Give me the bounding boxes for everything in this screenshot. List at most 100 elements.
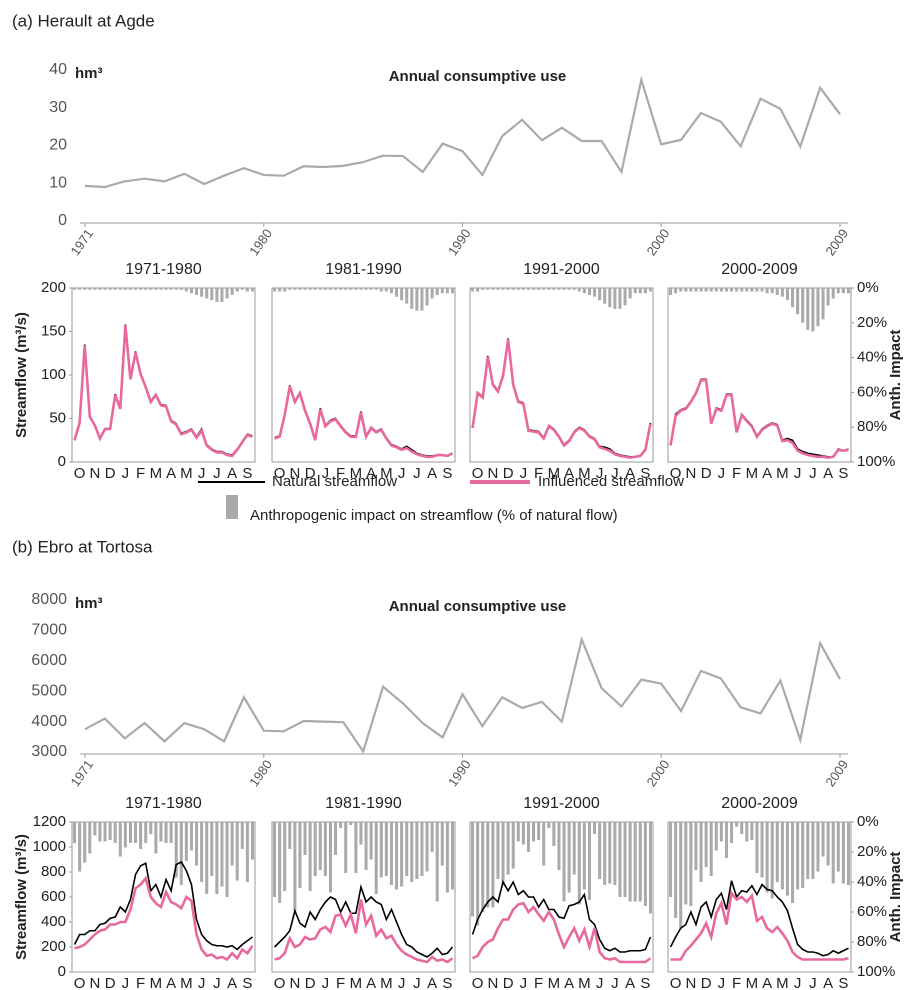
panel-frame: [469, 287, 654, 463]
impact-bar: [669, 822, 673, 897]
impact-bar: [582, 822, 586, 890]
month-label: A: [427, 975, 437, 990]
impact-bar: [735, 822, 739, 827]
annual-line: [84, 75, 841, 189]
month-label: O: [74, 465, 86, 482]
impact-bar: [245, 288, 249, 292]
y-tick-label: 30: [49, 99, 67, 116]
month-label: A: [427, 465, 437, 482]
impact-bar: [139, 822, 143, 849]
impact-bar: [323, 288, 327, 290]
month-label: M: [548, 975, 561, 990]
x-tick-label: 1971: [67, 757, 96, 789]
month-label: J: [520, 465, 528, 482]
y-tick-label: 0: [58, 212, 67, 229]
impact-bar: [486, 288, 490, 290]
impact-bar: [278, 288, 282, 292]
month-label: J: [122, 975, 130, 990]
impact-bar: [73, 288, 77, 290]
impact-bar: [648, 822, 652, 914]
impact-bar: [471, 288, 475, 292]
month-label: M: [350, 975, 363, 990]
y-tick-label: 7000: [31, 622, 67, 639]
month-label: J: [718, 465, 726, 482]
impact-bar: [633, 288, 637, 294]
month-label: S: [838, 465, 848, 482]
month-label: A: [366, 975, 376, 990]
impact-bar: [389, 288, 393, 294]
impact-bar: [73, 822, 77, 843]
x-tick-label: 1990: [445, 757, 474, 789]
y-tick-label: 8000: [31, 591, 67, 608]
impact-bar: [587, 288, 591, 295]
impact-bar: [557, 288, 561, 290]
impact-bar: [88, 822, 92, 854]
impact-bar: [628, 288, 632, 299]
y-tick-label: 200: [41, 279, 66, 296]
month-label: J: [794, 975, 802, 990]
impact-bar: [288, 288, 292, 290]
month-label: J: [413, 465, 421, 482]
impact-bar: [98, 288, 102, 290]
impact-bar: [323, 822, 327, 876]
impact-bar: [154, 822, 158, 854]
influenced-line: [670, 890, 849, 961]
impact-bar: [210, 822, 214, 876]
impact-bar: [174, 822, 178, 878]
y-tick-label: 1200: [33, 813, 66, 830]
impact-bar: [118, 822, 122, 857]
y-tick-label: 1000: [33, 838, 66, 855]
impact-bar: [235, 288, 239, 292]
x-tick-label: 1990: [445, 226, 474, 258]
impact-bar: [780, 822, 784, 890]
impact-bar: [440, 822, 444, 866]
y2-tick-label: 60%: [857, 383, 887, 400]
impact-bar: [344, 288, 348, 290]
impact-bar: [552, 288, 556, 290]
impact-bar: [501, 822, 505, 885]
impact-bar: [674, 288, 678, 294]
y2-axis-label: Anth. Impact: [887, 330, 904, 421]
impact-bar: [425, 288, 429, 306]
impact-bar: [562, 822, 566, 902]
impact-bar: [450, 288, 454, 294]
impact-bar: [730, 288, 734, 292]
month-label: M: [180, 465, 193, 482]
impact-bar: [93, 288, 97, 290]
panel-title: 1971-1980: [125, 261, 202, 278]
impact-bar: [511, 288, 515, 290]
influenced-line: [274, 385, 454, 459]
impact-bar: [476, 822, 480, 926]
month-label: N: [89, 975, 100, 990]
month-label: J: [322, 465, 330, 482]
impact-bar: [806, 822, 810, 879]
impact-bar: [709, 822, 713, 876]
impact-bar: [755, 288, 759, 292]
y2-tick-label: 0%: [857, 279, 879, 296]
impact-bar: [415, 288, 419, 311]
impact-bar: [410, 822, 414, 882]
impact-bar: [369, 822, 373, 860]
impact-bar: [709, 288, 713, 292]
month-label: O: [274, 975, 286, 990]
y-tick-label: 600: [41, 888, 66, 905]
month-label: A: [762, 465, 772, 482]
impact-bar: [785, 822, 789, 896]
impact-bar: [496, 822, 500, 879]
influenced-line: [669, 378, 849, 459]
impact-bar: [200, 288, 204, 297]
panel-title: 1991-2000: [523, 261, 600, 278]
impact-bar: [836, 822, 840, 872]
impact-bar: [210, 288, 214, 301]
impact-bar: [628, 822, 632, 902]
impact-bar: [245, 822, 249, 882]
panel-title: 2000-2009: [721, 795, 798, 812]
impact-bar: [339, 288, 343, 290]
impact-bar: [313, 288, 317, 290]
impact-bar: [816, 822, 820, 872]
impact-bar: [791, 822, 795, 903]
impact-bar: [205, 288, 209, 299]
y-tick-label: 3000: [31, 743, 67, 760]
impact-bar: [215, 288, 219, 302]
month-label: A: [227, 975, 237, 990]
